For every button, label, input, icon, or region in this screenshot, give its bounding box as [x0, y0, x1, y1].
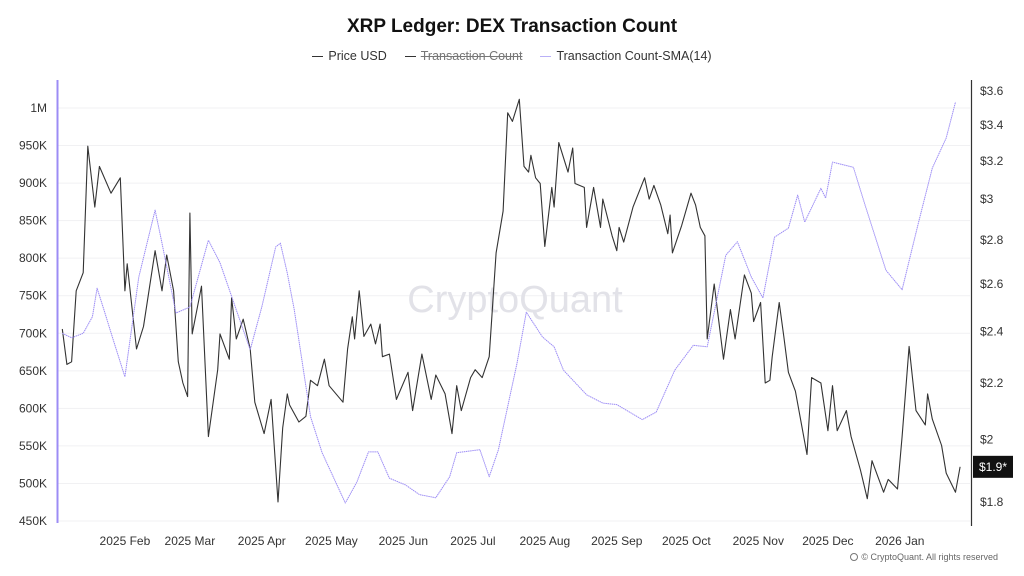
price-series-line: [61, 98, 961, 503]
x-tick-label: 2025 Jul: [450, 534, 495, 548]
watermark: CryptoQuant: [407, 279, 623, 321]
x-tick-label: 2025 May: [305, 534, 358, 548]
x-tick-label: 2025 Apr: [238, 534, 286, 548]
y-left-tick-label: 800K: [19, 251, 47, 265]
copyright-text: © CryptoQuant. All rights reserved: [861, 552, 998, 562]
legend-swatch: [540, 55, 552, 57]
y-left-tick-label: 1M: [30, 101, 47, 115]
y-left-tick-label: 850K: [19, 214, 47, 228]
y-right-tick-label: $3.4: [980, 118, 1004, 132]
y-left-tick-label: 500K: [19, 476, 47, 490]
legend-item-sma[interactable]: Transaction Count-SMA(14): [540, 49, 712, 63]
x-tick-label: 2025 Dec: [802, 534, 853, 548]
y-left-tick-label: 600K: [19, 401, 47, 415]
x-tick-label: 2025 Jun: [379, 534, 428, 548]
y-left-tick-label: 450K: [19, 514, 47, 528]
cryptoquant-logo-icon: [850, 553, 859, 561]
y-right-tick-label: $3.2: [980, 154, 1004, 168]
legend-swatch: [312, 55, 324, 57]
y-right-tick-label: $2.8: [980, 233, 1004, 247]
legend-label: Transaction Count: [420, 49, 523, 63]
y-left-tick-label: 950K: [19, 139, 47, 153]
legend: Price USD Transaction Count Transaction …: [0, 49, 1024, 63]
last-price-tag: $1.9*: [973, 455, 1013, 478]
y-right-tick-label: $2.6: [980, 277, 1004, 291]
y-right-tick-label: $2: [980, 433, 994, 447]
y-right-tick-label: $2.2: [980, 376, 1004, 390]
y-right-tick-label: $3: [980, 192, 994, 206]
x-tick-label: 2025 Nov: [733, 534, 784, 548]
legend-item-transaction-count[interactable]: Transaction Count: [404, 49, 523, 63]
sma-series-line: [62, 101, 956, 504]
legend-swatch: [404, 55, 416, 57]
y-left-tick-label: 700K: [19, 326, 47, 340]
x-tick-label: 2025 Aug: [519, 534, 570, 548]
x-tick-label: 2025 Oct: [662, 534, 711, 548]
x-tick-label: 2025 Mar: [165, 534, 216, 548]
x-tick-label: 2026 Jan: [875, 534, 924, 548]
footer: © CryptoQuant. All rights reserved: [850, 552, 998, 562]
y-left-tick-label: 900K: [19, 176, 47, 190]
x-tick-label: 2025 Feb: [100, 534, 151, 548]
legend-label: Transaction Count-SMA(14): [556, 49, 712, 63]
last-price-label: $1.9*: [979, 460, 1007, 474]
y-left-tick-label: 750K: [19, 289, 47, 303]
y-right-tick-label: $1.8: [980, 495, 1004, 509]
y-right-tick-label: $2.4: [980, 324, 1004, 338]
legend-label: Price USD: [328, 49, 387, 63]
chart-title: XRP Ledger: DEX Transaction Count: [346, 16, 678, 37]
y-left-tick-label: 550K: [19, 439, 47, 453]
x-tick-label: 2025 Sep: [591, 534, 643, 548]
y-left-tick-label: 650K: [19, 364, 47, 378]
legend-item-price[interactable]: Price USD: [312, 49, 387, 63]
y-right-tick-label: $3.6: [980, 84, 1004, 98]
